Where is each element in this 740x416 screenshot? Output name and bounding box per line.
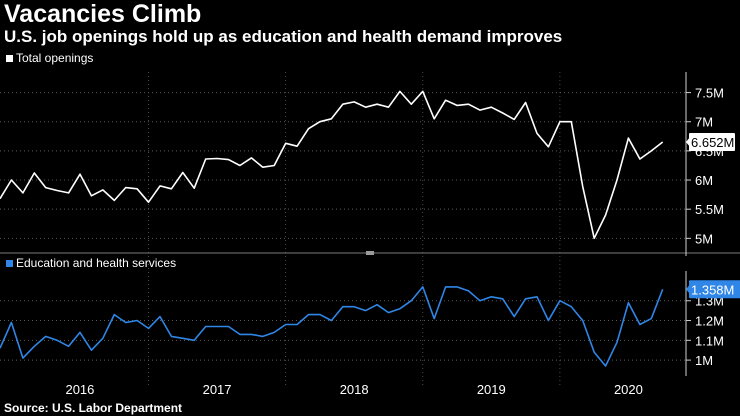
y-tick-label: 7.5M <box>695 86 724 101</box>
panel-divider-handle <box>366 251 374 255</box>
last-value-box <box>689 280 740 299</box>
x-tick-label: 2017 <box>203 382 232 397</box>
legend-label: Total openings <box>16 51 93 65</box>
source-note: Source: U.S. Labor Department <box>4 401 183 415</box>
legend-label: Education and health services <box>16 256 176 270</box>
x-tick-label: 2019 <box>477 382 506 397</box>
x-tick-label: 2018 <box>340 382 369 397</box>
legend-swatch <box>6 55 13 62</box>
y-tick-label: 1.2M <box>695 314 724 329</box>
legend-swatch <box>6 260 13 267</box>
last-value-label: 1.358M <box>691 282 734 297</box>
y-tick-label: 6M <box>695 173 713 188</box>
y-tick-label: 5.5M <box>695 202 724 217</box>
y-tick-label: 1.1M <box>695 333 724 348</box>
chart-subtitle: U.S. job openings hold up as education a… <box>4 27 563 46</box>
last-value-pointer <box>686 137 690 148</box>
last-value-box <box>689 133 735 152</box>
chart-title: Vacancies Climb <box>4 0 202 28</box>
y-tick-label: 7M <box>695 115 713 130</box>
education-health-line <box>0 286 664 367</box>
y-tick-label: 5M <box>695 231 713 246</box>
x-tick-label: 2020 <box>614 382 643 397</box>
y-tick-label: 1M <box>695 353 713 368</box>
total-openings-line <box>0 90 664 240</box>
last-value-pointer <box>686 284 690 295</box>
last-value-label: 6.652M <box>691 135 734 150</box>
x-tick-label: 2016 <box>65 382 94 397</box>
